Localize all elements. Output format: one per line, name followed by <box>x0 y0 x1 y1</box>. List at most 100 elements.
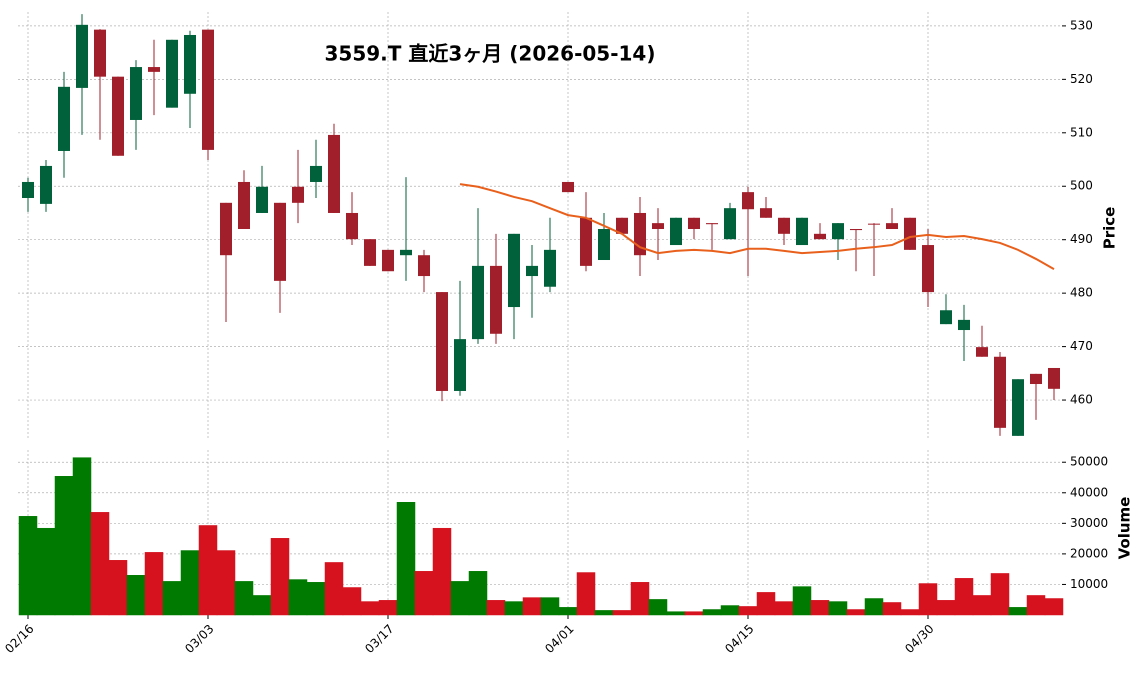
candle-body <box>22 181 34 199</box>
volume-bar <box>900 609 920 616</box>
volume-bar <box>540 597 560 616</box>
candle-body <box>148 67 160 72</box>
candle-body <box>544 249 556 287</box>
candle-body <box>616 217 628 234</box>
volume-bar <box>450 581 470 616</box>
candle-body <box>130 67 142 120</box>
candle-body <box>904 217 916 250</box>
y-tick-label: 510 <box>1070 125 1093 139</box>
candle-body <box>274 202 286 281</box>
candle-body <box>1030 373 1042 385</box>
volume-bar <box>288 579 308 616</box>
candle-body <box>202 29 214 150</box>
candle-body <box>112 76 124 156</box>
candle-body <box>760 208 772 218</box>
candle-body <box>562 181 574 193</box>
candle-body <box>724 208 736 240</box>
candle-body <box>292 186 304 203</box>
volume-bar <box>324 562 344 616</box>
chart-title: 3559.T 直近3ヶ月 (2026-05-14) <box>325 42 656 66</box>
volume-bar <box>1044 598 1064 616</box>
volume-bar <box>612 610 632 616</box>
volume-tick-label: 10000 <box>1070 577 1108 591</box>
candle-body <box>328 134 340 213</box>
volume-tick-label: 40000 <box>1070 485 1108 499</box>
candle-body <box>796 217 808 246</box>
candle-body <box>454 339 466 391</box>
y-tick-label: 480 <box>1070 286 1093 300</box>
volume-bar <box>846 609 866 616</box>
candle-body <box>706 223 718 225</box>
candle-body <box>886 223 898 230</box>
volume-bar <box>828 601 848 616</box>
volume-bar <box>162 581 182 616</box>
candle-body <box>256 186 268 213</box>
candle-body <box>364 239 376 266</box>
candle-body <box>508 233 520 308</box>
volume-bar <box>180 550 200 616</box>
x-tick-label: 04/30 <box>902 622 936 656</box>
volume-bar <box>720 605 740 616</box>
candle-body <box>40 165 52 204</box>
volume-bar <box>414 571 434 616</box>
volume-bar <box>234 581 254 616</box>
candle-body <box>346 212 358 240</box>
volume-bar <box>1026 595 1046 616</box>
volume-bar <box>864 598 884 616</box>
volume-bar <box>90 512 110 616</box>
candle-body <box>220 202 232 256</box>
volume-bar <box>504 601 524 616</box>
volume-bar <box>252 595 272 616</box>
candle-body <box>778 217 790 234</box>
volume-bar <box>396 502 416 616</box>
candle-body <box>436 292 448 391</box>
volume-bar <box>702 609 722 616</box>
candle-body <box>472 265 484 340</box>
candle-body <box>1012 379 1024 436</box>
volume-bar <box>1008 607 1028 616</box>
candle-body <box>832 223 844 240</box>
volume-bar <box>198 525 218 616</box>
volume-bar <box>36 527 56 616</box>
candle-body <box>940 310 952 325</box>
volume-bar <box>594 610 614 616</box>
volume-bar <box>468 571 488 616</box>
volume-bar <box>54 476 74 616</box>
candle-body <box>94 29 106 77</box>
volume-bar <box>558 607 578 616</box>
volume-bar <box>630 582 650 616</box>
volume-bar <box>72 457 92 616</box>
volume-bar <box>486 600 506 616</box>
volume-bar <box>108 560 128 616</box>
volume-bar <box>684 611 704 616</box>
volume-bar <box>936 600 956 616</box>
candle-body <box>1048 367 1060 389</box>
candle-body <box>868 223 880 225</box>
candle-body <box>184 34 196 94</box>
y-tick-label: 490 <box>1070 232 1093 246</box>
x-tick-label: 04/15 <box>722 622 756 656</box>
candle-body <box>958 319 970 331</box>
candle-body <box>742 192 754 210</box>
volume-bar <box>342 587 362 616</box>
candle-body <box>652 223 664 230</box>
volume-tick-label: 30000 <box>1070 516 1108 530</box>
candle-body <box>310 165 322 182</box>
candle-body <box>418 255 430 277</box>
candle-body <box>490 265 502 334</box>
volume-bar <box>792 586 812 616</box>
volume-bar <box>972 595 992 616</box>
y-tick-label: 500 <box>1070 179 1093 193</box>
candle-body <box>382 249 394 272</box>
volume-bar <box>126 575 146 616</box>
candle-body <box>598 229 610 261</box>
candle-body <box>76 24 88 88</box>
candle-body <box>850 229 862 231</box>
moving-average-line <box>459 183 1055 270</box>
volume-axis-label: Volume <box>1116 497 1134 560</box>
candle-body <box>976 347 988 357</box>
volume-bar <box>270 538 290 616</box>
y-tick-label: 460 <box>1070 393 1093 407</box>
volume-tick-label: 50000 <box>1070 455 1108 469</box>
